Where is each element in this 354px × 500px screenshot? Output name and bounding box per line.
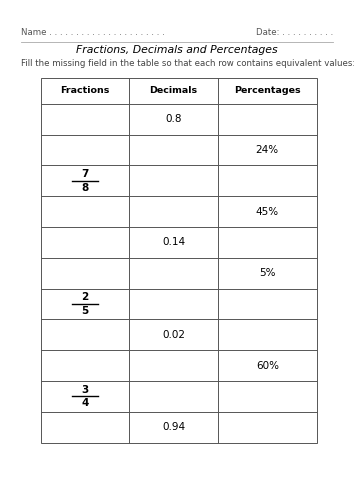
Text: 0.14: 0.14 [162,238,185,248]
Text: 60%: 60% [256,360,279,370]
Text: Date: . . . . . . . . . .: Date: . . . . . . . . . . [256,28,333,37]
Text: Percentages: Percentages [234,86,301,95]
Text: 5%: 5% [259,268,275,278]
Text: Fill the missing field in the table so that each row contains equivalent values:: Fill the missing field in the table so t… [21,60,354,68]
Text: 0.02: 0.02 [162,330,185,340]
Text: Name . . . . . . . . . . . . . . . . . . . . . .: Name . . . . . . . . . . . . . . . . . .… [21,28,165,37]
Bar [41,78,317,442]
Text: 24%: 24% [256,145,279,155]
Text: 0.94: 0.94 [162,422,185,432]
Text: 2: 2 [81,292,88,302]
Text: Fractions, Decimals and Percentages: Fractions, Decimals and Percentages [76,45,278,55]
Text: 5: 5 [81,306,88,316]
Text: Fractions: Fractions [60,86,110,95]
Text: 8: 8 [81,182,88,192]
Text: 45%: 45% [256,206,279,216]
Text: 0.8: 0.8 [165,114,182,124]
Text: Decimals: Decimals [149,86,198,95]
Text: 7: 7 [81,169,88,179]
Text: 4: 4 [81,398,88,408]
Text: 3: 3 [81,384,88,394]
